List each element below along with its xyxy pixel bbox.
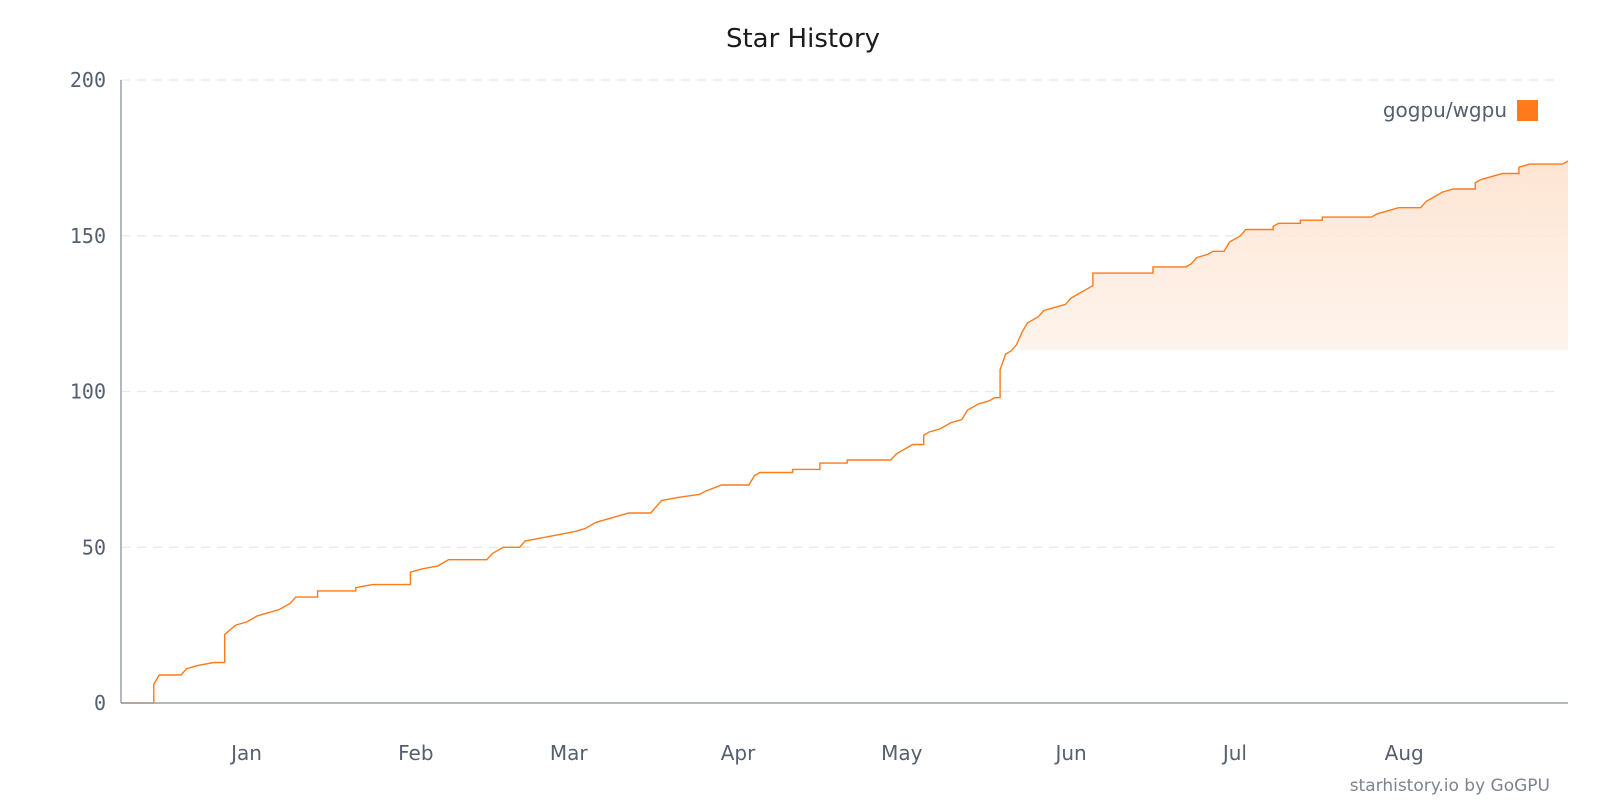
x-tick-label: May [881,741,923,765]
x-tick-label: Apr [721,741,756,765]
legend: gogpu/wgpu [1383,98,1538,122]
series-lines [121,160,1569,704]
x-tick-label: Mar [550,741,589,765]
area-fill [1020,161,1568,350]
x-tick-label: Jan [229,741,262,765]
x-tick-label: Jul [1221,741,1247,765]
series-line [121,160,1569,704]
y-tick-label: 50 [82,535,106,559]
x-tick-labels: Jan Feb Mar Apr May Jun Jul Aug [229,741,1424,765]
axes [120,80,1568,704]
y-tick-label: 200 [70,68,106,92]
legend-label: gogpu/wgpu [1383,98,1507,122]
x-tick-label: Feb [398,741,433,765]
y-tick-labels: 0 50 100 150 200 [70,68,106,715]
chart-title: Star History [726,24,880,54]
series-area [1020,161,1568,350]
y-tick-label: 0 [94,691,106,715]
x-tick-label: Aug [1385,741,1424,765]
x-tick-label: Jun [1053,741,1086,765]
watermark: starhistory.io by GoGPU [1350,776,1550,796]
y-tick-label: 150 [70,224,106,248]
y-tick-label: 100 [70,380,106,404]
legend-swatch [1517,100,1538,121]
